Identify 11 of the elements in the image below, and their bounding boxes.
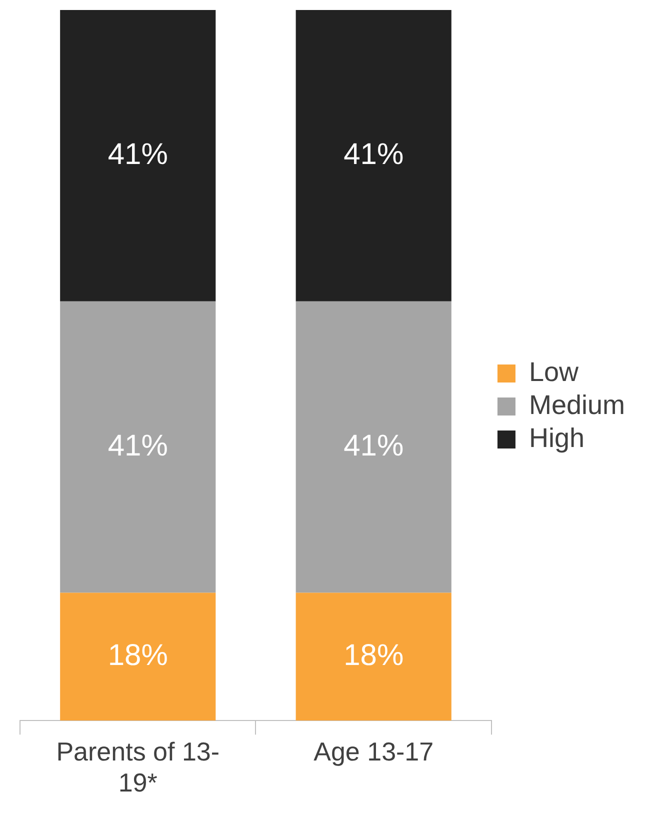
legend-label: High: [528, 422, 584, 453]
data-label: 41%: [344, 138, 404, 171]
legend-label: Low: [528, 356, 580, 387]
data-label: 41%: [108, 138, 168, 171]
x-tick-label: Parents of 13-19*: [56, 736, 220, 798]
data-label: 18%: [344, 638, 404, 672]
x-tick-label: Age 13-17: [314, 736, 434, 766]
data-label: 41%: [344, 429, 404, 462]
data-label: 41%: [108, 429, 168, 462]
legend-label: Medium: [528, 390, 625, 420]
data-label: 18%: [108, 638, 168, 672]
